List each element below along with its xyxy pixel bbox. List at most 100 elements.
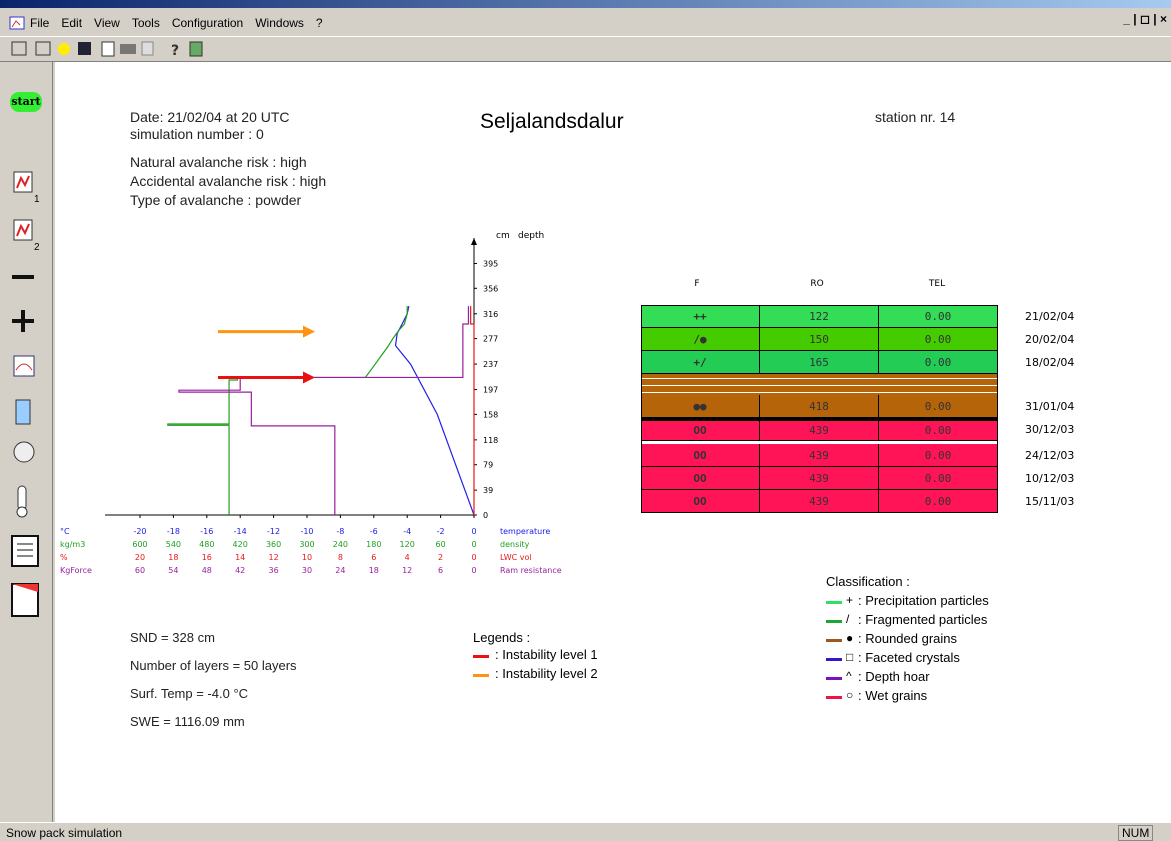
legend-label: : Instability level 1 xyxy=(495,647,598,662)
depth-tick-label: 158 xyxy=(483,410,498,419)
sidebar-icons[interactable] xyxy=(0,152,52,662)
layer-cell: 0.00 xyxy=(879,328,998,350)
menu-bar: File Edit View Tools Configuration Windows? xyxy=(0,12,1171,34)
start-button[interactable]: start xyxy=(10,92,42,112)
layer-row: +/165 0.00 xyxy=(641,351,998,374)
class-swatch xyxy=(826,620,842,623)
column-header: TEL xyxy=(928,279,946,289)
num-indicator: NUM xyxy=(1118,825,1154,841)
x-tick-label: 480 xyxy=(199,540,214,549)
depth-tick-label: 0 xyxy=(483,511,488,520)
class-swatch xyxy=(826,658,842,661)
app-icon xyxy=(9,16,25,30)
profile-line xyxy=(394,306,475,516)
layer-cell: /● xyxy=(641,328,760,350)
x-tick-label: -10 xyxy=(300,527,313,536)
main-view xyxy=(55,62,1171,822)
row-unit: KgForce xyxy=(60,566,92,575)
class-label: : Wet grains xyxy=(858,688,928,703)
profile-line xyxy=(178,306,470,515)
depth-tick-label: 277 xyxy=(483,335,498,344)
window-controls[interactable]: _ | ◻ | × xyxy=(1123,12,1167,26)
x-tick-label: 240 xyxy=(333,540,348,549)
x-tick-label: -12 xyxy=(267,527,280,536)
layer-date: 31/01/04 xyxy=(1025,400,1075,413)
x-tick-label: -4 xyxy=(403,527,411,536)
x-tick-label: 14 xyxy=(235,553,245,562)
menu-item[interactable]: Windows xyxy=(255,16,304,30)
x-tick-label: 300 xyxy=(299,540,314,549)
depth-tick-label: 118 xyxy=(483,436,498,445)
layer-cell: OO xyxy=(641,421,760,440)
toolbar: ? xyxy=(0,36,1171,62)
layer-row: OO 439 0.00 xyxy=(641,490,998,513)
arrow-head xyxy=(303,371,315,384)
menu-item[interactable]: Edit xyxy=(61,16,83,30)
legend-swatch xyxy=(473,674,489,677)
x-tick-label: 24 xyxy=(335,566,345,575)
class-swatch xyxy=(826,696,842,699)
x-tick-label: 6 xyxy=(371,553,376,562)
x-tick-label: 48 xyxy=(202,566,212,575)
column-header: RO xyxy=(810,279,824,289)
layer-cell: 165 xyxy=(760,351,879,373)
depth-tick-label: 197 xyxy=(483,386,498,395)
x-tick-label: 16 xyxy=(202,553,212,562)
layer-stripes xyxy=(641,374,998,395)
menu-item[interactable]: Configuration xyxy=(171,16,244,30)
layer-date: 24/12/03 xyxy=(1025,449,1075,462)
row-unit: % xyxy=(60,553,68,562)
class-label: : Faceted crystals xyxy=(858,650,960,665)
menu-item[interactable]: View xyxy=(94,16,120,30)
x-tick-label: -14 xyxy=(234,527,247,536)
class-swatch xyxy=(826,601,842,604)
x-tick-label: 12 xyxy=(402,566,412,575)
menu-item[interactable]: ? xyxy=(315,16,323,30)
x-tick-label: 30 xyxy=(302,566,312,575)
layer-row: ++ 122 0.00 xyxy=(641,305,998,328)
x-tick-label: 600 xyxy=(132,540,147,549)
x-tick-label: 4 xyxy=(405,553,410,562)
layer-date: 20/02/04 xyxy=(1025,333,1075,346)
x-tick-label: 42 xyxy=(235,566,245,575)
class-label: : Depth hoar xyxy=(858,669,930,684)
menu-item[interactable]: File xyxy=(30,16,50,30)
x-tick-label: 8 xyxy=(338,553,343,562)
layer-cell: 0.00 xyxy=(879,490,998,512)
row-name: density xyxy=(500,540,530,549)
legend-label: : Instability level 2 xyxy=(495,666,598,681)
depth-tick-label: 395 xyxy=(483,259,498,268)
layer-date: 10/12/03 xyxy=(1025,472,1075,485)
natural-risk: Natural avalanche risk : high xyxy=(130,154,307,170)
x-tick-label: -18 xyxy=(167,527,180,536)
x-tick-label: 360 xyxy=(266,540,281,549)
x-tick-label: -20 xyxy=(133,527,146,536)
layer-cell: 439 xyxy=(760,421,879,440)
layer-cell: 0.00 xyxy=(879,305,998,327)
class-symbol: + xyxy=(846,593,854,607)
depth-unit: cm xyxy=(496,231,510,241)
column-header: F xyxy=(694,279,700,289)
layer-cell: 418 xyxy=(760,395,879,417)
toolbar-icons[interactable]: ? xyxy=(0,37,260,61)
layer-cell: OO xyxy=(641,444,760,466)
x-tick-label: 54 xyxy=(168,566,178,575)
x-tick-label: 60 xyxy=(436,540,446,549)
x-tick-label: 0 xyxy=(471,553,476,562)
x-tick-label: 36 xyxy=(269,566,279,575)
y-axis-arrow xyxy=(471,238,477,245)
layer-cell: OO xyxy=(641,467,760,489)
menu-item[interactable]: Tools xyxy=(131,16,160,30)
x-tick-label: 18 xyxy=(168,553,178,562)
row-unit: kg/m3 xyxy=(60,540,85,549)
avalanche-type: Type of avalanche : powder xyxy=(130,192,302,208)
layer-row: OO 439 0.00 xyxy=(641,418,998,441)
class-symbol: ^ xyxy=(846,669,852,683)
layer-cell: 439 xyxy=(760,467,879,489)
x-tick-label: 18 xyxy=(369,566,379,575)
x-tick-label: 0 xyxy=(471,540,476,549)
layer-cell: 439 xyxy=(760,490,879,512)
stat: SWE = 1116.09 mm xyxy=(130,714,245,729)
